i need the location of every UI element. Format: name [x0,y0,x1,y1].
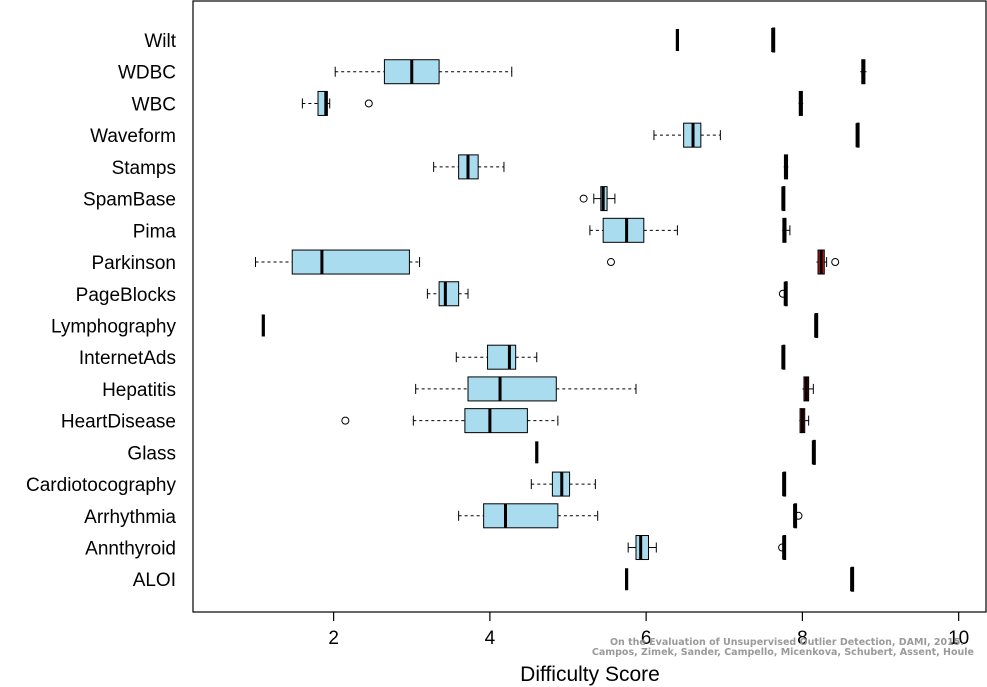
category-label: Cardiotocography [26,475,176,496]
category-label: Stamps [112,158,176,179]
category-label: Wilt [144,31,176,52]
box-Waveform [653,122,721,148]
outlier-point [341,416,350,425]
category-label: HeartDisease [61,412,176,433]
outlier-point [778,289,787,298]
x-tick-label: 6 [641,628,652,649]
marker-Annthyroid [778,535,787,561]
outlier-point [831,258,840,267]
outlier-point [778,543,787,552]
category-label: Pima [133,221,177,242]
box-iqr [635,535,649,561]
box-iqr [602,217,645,243]
box-Pima [589,217,678,243]
marker-Lymphography [814,312,819,338]
box-iqr [483,503,559,529]
category-label: Waveform [90,126,176,147]
category-label: Lymphography [51,316,176,337]
category-label: Hepatitis [102,380,176,401]
marker-HeartDisease [799,408,810,434]
box-iqr [464,408,528,434]
category-label: PageBlocks [76,285,176,306]
marker-Arrhythmia [793,503,803,529]
box-iqr [317,90,328,116]
category-label: SpamBase [83,190,176,211]
box-iqr [467,376,557,402]
box-HeartDisease [341,408,559,434]
box-WBC [301,90,373,116]
category-label: Parkinson [92,253,177,274]
credit-line-2: Campos, Zimek, Sander, Campello, Micenko… [592,647,974,658]
category-label: WDBC [118,63,176,84]
box-Stamps [433,154,505,180]
marker-Pima [782,217,791,243]
category-label: Glass [127,443,176,464]
outlier-point [364,99,373,108]
box-iqr [487,344,517,370]
box-Arrhythmia [458,503,599,529]
category-labels: Wilt WDBC WBC Waveform Stamps SpamBase Pima Par… [26,31,177,591]
box-iqr [291,249,410,275]
box-WDBC [334,59,513,85]
box-SpamBase [579,186,616,212]
marker-Wilt [771,27,776,53]
category-label: ALOI [133,570,176,591]
box-iqr [438,281,460,307]
x-tick-label: 2 [328,628,339,649]
outlier-point [794,511,803,520]
marker-ALOI [850,566,855,592]
box-PageBlocks [426,281,469,307]
marker-SpamBase [781,186,786,212]
marker-PageBlocks [778,281,788,307]
box-InternetAds [455,344,538,370]
box-Parkinson [255,249,615,275]
outlier-point [579,194,588,203]
x-axis-ticks: 2 4 6 8 10 [328,612,969,649]
right-markers [771,27,867,592]
x-tick-label: 4 [485,628,496,649]
marker-Waveform [855,122,860,148]
outlier-point [606,258,615,267]
box-Annthyroid [627,535,657,561]
marker-Hepatitis [802,376,814,402]
marker-InternetAds [781,344,786,370]
marker-Glass [811,439,816,465]
box-Hepatitis [415,376,637,402]
credit-line-1: On the Evaluation of Unsupervised Outlie… [610,637,964,648]
plot-frame [192,0,987,613]
category-label: Arrhythmia [84,507,176,528]
marker-Parkinson [816,249,840,275]
marker-Stamps [783,154,789,180]
marker-WDBC [860,59,867,85]
marker-WBC [798,90,804,116]
category-label: Annthyroid [85,539,176,560]
marker-Cardiotocography [782,471,787,497]
x-tick-label: 8 [797,628,808,649]
x-tick-label: 10 [948,628,969,649]
box-Cardiotocography [530,471,596,497]
x-axis-title: Difficulty Score [520,663,660,686]
box-series [255,29,721,591]
category-label: InternetAds [79,348,176,369]
category-label: WBC [132,94,176,115]
